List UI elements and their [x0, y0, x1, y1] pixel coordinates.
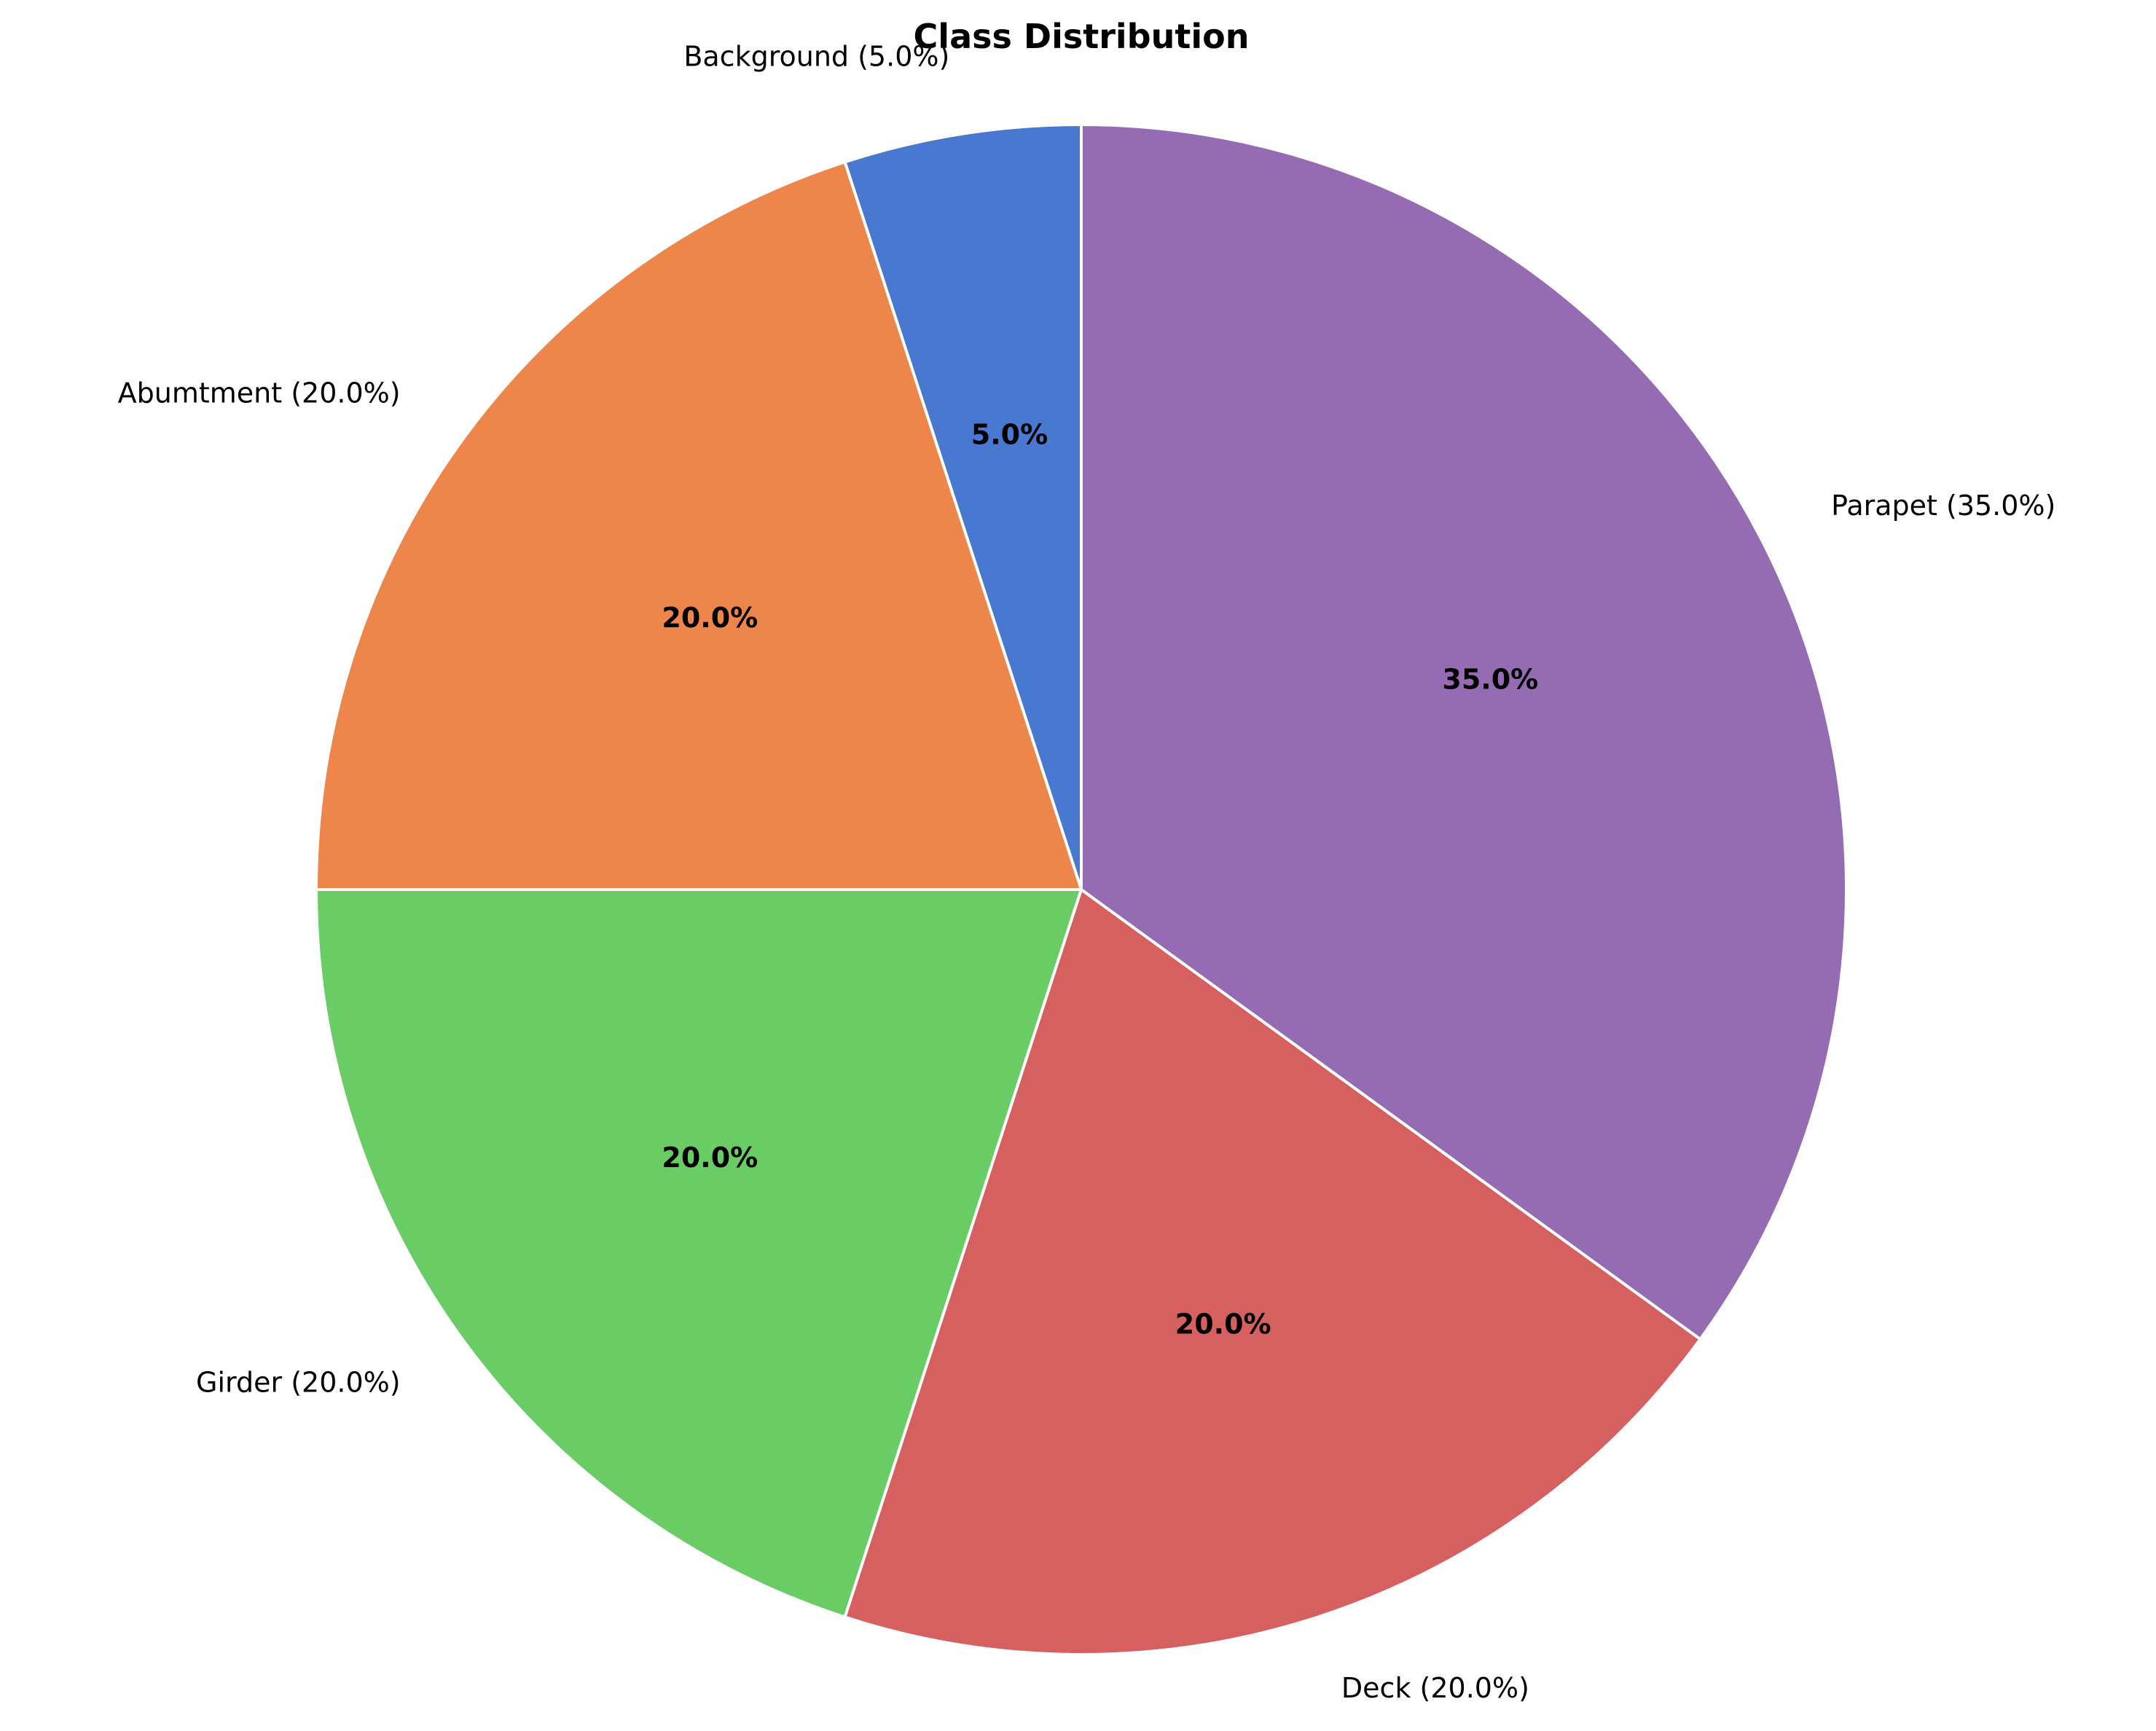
- pie-slice-abumtment: [315, 160, 1083, 891]
- slice-pct-abumtment: 20.0%: [662, 602, 758, 634]
- slice-label-abumtment: Abumtment (20.0%): [118, 377, 401, 409]
- slice-pct-deck: 20.0%: [1175, 1308, 1271, 1341]
- slice-pct-parapet: 35.0%: [1442, 663, 1538, 695]
- slice-pct-background: 5.0%: [971, 418, 1048, 450]
- slice-pct-girder: 20.0%: [662, 1142, 758, 1174]
- pie-slice-background: [843, 123, 1083, 891]
- pie-slice-parapet: [1080, 123, 1848, 1341]
- chart-title: Class Distribution: [914, 17, 1250, 56]
- slice-label-deck: Deck (20.0%): [1341, 1672, 1529, 1704]
- slice-label-girder: Girder (20.0%): [196, 1366, 401, 1398]
- slice-label-parapet: Parapet (35.0%): [1831, 490, 2055, 522]
- slices-layer: [315, 123, 1848, 1656]
- pie-slice-deck: [843, 888, 1702, 1656]
- pie-slice-girder: [315, 888, 1083, 1619]
- labels-layer: Background (5.0%) 5.0% Abumtment (20.0%) 20…: [118, 41, 2056, 1704]
- slice-label-background: Background (5.0%): [683, 41, 949, 73]
